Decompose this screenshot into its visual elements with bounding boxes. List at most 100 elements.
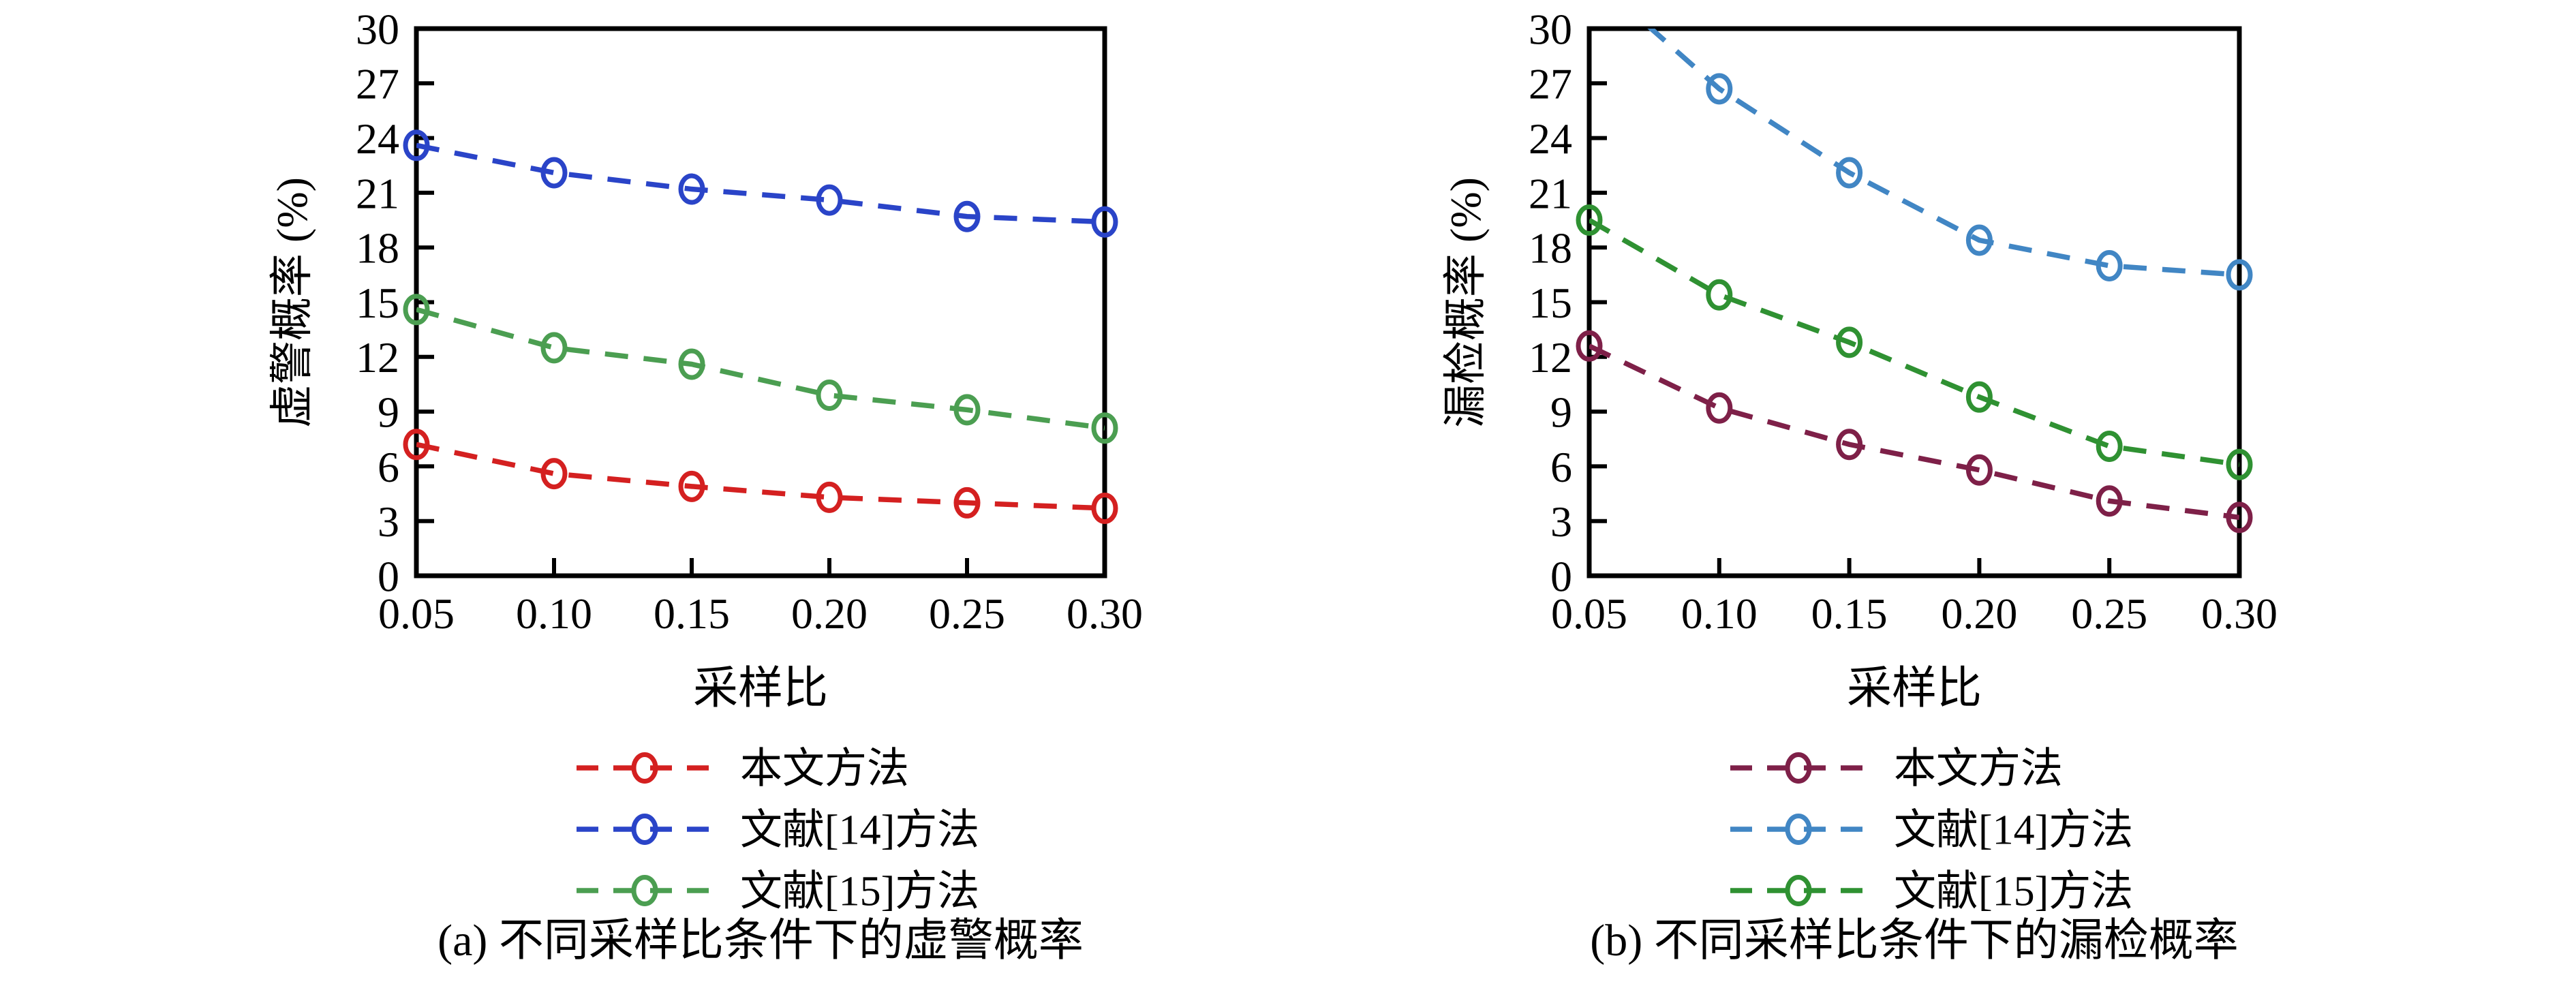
data-point-marker <box>1091 412 1118 444</box>
series-1-line <box>416 142 1105 225</box>
y-tick-label: 27 <box>356 60 399 108</box>
data-point-marker <box>1706 392 1733 424</box>
series-0-line <box>416 442 1105 511</box>
data-point-marker <box>1091 492 1118 524</box>
legend-label: 文献[14]方法 <box>1894 807 2133 854</box>
y-tick-label: 3 <box>378 497 399 546</box>
y-tick-label: 6 <box>1550 443 1572 491</box>
legend-label: 文献[15]方法 <box>1894 869 2133 915</box>
data-point-marker <box>2096 249 2123 281</box>
y-axis-title: 漏检概率 (%) <box>1441 177 1490 428</box>
x-axis: 0.05 0.10 0.15 0.20 0.25 0.30 <box>378 558 1143 638</box>
legend-label: 文献[14]方法 <box>740 807 979 854</box>
y-tick-label: 12 <box>356 333 399 382</box>
y-tick-label: 15 <box>1529 279 1572 327</box>
panel-caption: (a) 不同采样比条件下的虚警概率 <box>438 916 1084 966</box>
data-line <box>1589 217 2239 467</box>
series-2-line <box>416 307 1105 431</box>
data-line <box>416 442 1105 511</box>
legend-item-0: 本文方法 <box>1730 746 2063 792</box>
legend-marker-icon <box>631 752 658 784</box>
y-tick-label: 6 <box>378 443 399 491</box>
data-point-marker <box>953 394 981 426</box>
data-point-marker <box>1576 330 1603 362</box>
series-1-markers <box>403 129 1118 238</box>
x-tick-label: 0.30 <box>2201 589 2278 638</box>
data-point-marker <box>816 184 843 216</box>
data-point-marker <box>1576 204 1603 236</box>
data-point-marker <box>1965 454 1993 486</box>
data-point-marker <box>403 429 430 461</box>
plot-border <box>1586 26 2242 578</box>
y-tick-label: 12 <box>1529 333 1572 382</box>
y-tick-label: 30 <box>356 5 399 53</box>
data-point-marker <box>678 470 705 502</box>
x-axis: 0.05 0.10 0.15 0.20 0.25 0.30 <box>1551 558 2278 638</box>
y-tick-label: 27 <box>1529 60 1572 108</box>
data-point-marker <box>1706 279 1733 311</box>
data-point-marker <box>403 129 430 161</box>
panel-caption: (b) 不同采样比条件下的漏检概率 <box>1590 916 2238 966</box>
legend-label: 本文方法 <box>1894 746 2063 792</box>
panel-a: 0 3 6 9 12 15 18 21 24 27 30 0.05 0.10 0.15 0.20 0.25 0.… <box>268 5 1143 966</box>
legend-label: 文献[15]方法 <box>740 869 979 915</box>
x-tick-label: 0.05 <box>1551 589 1627 638</box>
x-axis-title: 采样比 <box>1847 664 1982 713</box>
legend-item-0: 本文方法 <box>577 746 909 792</box>
x-tick-label: 0.15 <box>654 589 730 638</box>
x-tick-label: 0.15 <box>1811 589 1888 638</box>
legend-marker-icon <box>631 814 658 845</box>
x-tick-label: 0.25 <box>929 589 1005 638</box>
data-point-marker <box>540 458 568 490</box>
data-point-marker <box>540 157 568 189</box>
data-point-marker <box>1836 429 1863 461</box>
series-2-markers <box>403 294 1118 444</box>
data-point-marker <box>1706 73 1733 105</box>
data-point-marker <box>816 481 843 513</box>
data-point-marker <box>2226 259 2253 291</box>
series-1-markers <box>1706 73 2253 291</box>
legend-item-2: 文献[15]方法 <box>1730 869 2133 915</box>
y-tick-label: 15 <box>356 279 399 327</box>
legend-marker-icon <box>1785 875 1812 906</box>
x-tick-label: 0.10 <box>516 589 592 638</box>
x-axis-title: 采样比 <box>693 664 828 713</box>
y-tick-label: 24 <box>1529 114 1572 163</box>
legend-marker-icon <box>631 875 658 906</box>
series-0-line <box>1589 343 2239 521</box>
y-tick-label: 3 <box>1550 497 1572 546</box>
data-line <box>416 307 1105 431</box>
legend-item-1: 文献[14]方法 <box>1730 807 2133 854</box>
data-point-marker <box>678 348 705 380</box>
data-point-marker <box>1836 157 1863 189</box>
data-point-marker <box>1965 381 1993 413</box>
data-point-marker <box>2226 501 2253 534</box>
data-point-marker <box>2096 485 2123 517</box>
x-tick-label: 0.25 <box>2071 589 2147 638</box>
data-point-marker <box>953 200 981 232</box>
data-point-marker <box>1836 326 1863 358</box>
data-point-marker <box>403 294 430 326</box>
y-tick-label: 18 <box>356 224 399 273</box>
legend-item-2: 文献[15]方法 <box>577 869 979 915</box>
y-tick-label: 0 <box>1550 552 1572 600</box>
x-tick-label: 0.20 <box>1941 589 2017 638</box>
y-tick-label: 0 <box>378 552 399 600</box>
series-1-line <box>1647 29 2239 278</box>
y-tick-label: 18 <box>1529 224 1572 273</box>
y-axis-title: 虚警概率 (%) <box>268 177 316 428</box>
data-point-marker <box>2096 430 2123 462</box>
data-point-marker <box>816 380 843 412</box>
y-tick-label: 21 <box>356 169 399 217</box>
legend-label: 本文方法 <box>740 746 909 792</box>
y-tick-label: 30 <box>1529 5 1572 53</box>
y-tick-label: 9 <box>1550 388 1572 437</box>
data-point-marker <box>1091 206 1118 238</box>
x-tick-label: 0.05 <box>378 589 455 638</box>
plot-border <box>414 26 1107 578</box>
data-point-marker <box>678 173 705 205</box>
